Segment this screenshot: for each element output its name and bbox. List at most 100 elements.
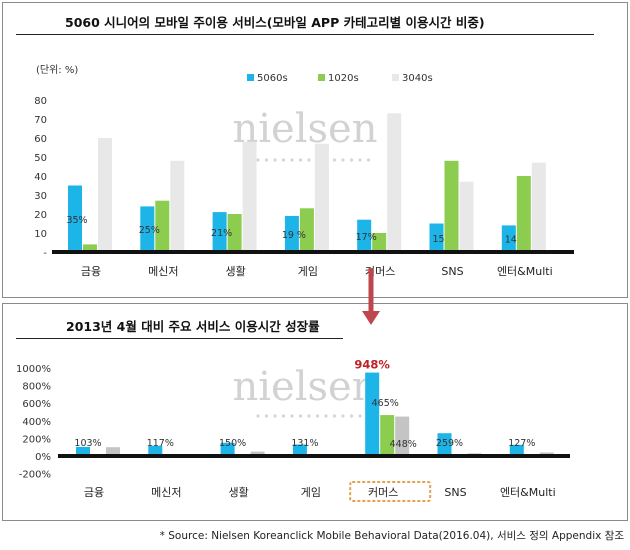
connector-arrow-shaft bbox=[368, 268, 374, 312]
bar-1020s-3 bbox=[299, 208, 314, 252]
watermark-dot bbox=[341, 158, 345, 162]
growth-data-label: 131% bbox=[291, 438, 318, 449]
growth-bar-0-3 bbox=[292, 444, 307, 456]
bar-1020s-4 bbox=[372, 233, 387, 252]
data-label: 21% bbox=[211, 228, 232, 239]
data-label: 25% bbox=[139, 225, 160, 236]
highlight-frame bbox=[349, 481, 432, 502]
bar-5060s-6 bbox=[501, 225, 516, 252]
y-tick-label: 200% bbox=[22, 434, 51, 445]
y-tick-label: 60 bbox=[34, 134, 47, 145]
unit-label: (단위: %) bbox=[36, 63, 78, 76]
watermark-dot bbox=[290, 158, 294, 162]
watermark-dot bbox=[256, 414, 260, 418]
connector-arrow-head bbox=[362, 311, 380, 325]
bar-3040s-4 bbox=[387, 113, 402, 252]
y-tick-label: 50 bbox=[34, 153, 47, 164]
y-tick-label: - bbox=[43, 248, 47, 259]
growth-bar-0-4 bbox=[365, 372, 380, 456]
x-tick-label: 메신저 bbox=[148, 265, 178, 278]
y-tick-label: 40 bbox=[34, 172, 47, 183]
watermark-dot bbox=[256, 158, 260, 162]
growth-bar-2-0 bbox=[106, 447, 120, 456]
bar-1020s-6 bbox=[516, 176, 531, 252]
y-tick-label: 20 bbox=[34, 210, 47, 221]
growth-bar-2-4 bbox=[395, 416, 410, 456]
data-label: 14 bbox=[505, 235, 517, 246]
growth-extra-label: 448% bbox=[390, 439, 417, 450]
legend-label-5060s: 5060s bbox=[257, 73, 288, 84]
data-label: 15 bbox=[432, 234, 444, 245]
watermark-dot bbox=[332, 158, 337, 162]
x-axis-baseline-2 bbox=[58, 454, 570, 458]
x-tick-label: 금융 bbox=[84, 486, 104, 499]
x-tick-label: 엔터&Multi bbox=[500, 486, 556, 499]
chart2-title-underline bbox=[16, 338, 343, 339]
bar-1020s-1 bbox=[155, 200, 170, 252]
x-axis-baseline bbox=[52, 250, 574, 254]
growth-data-label: 259% bbox=[436, 438, 463, 449]
data-label: 19 % bbox=[282, 230, 306, 241]
growth-data-label: 103% bbox=[74, 438, 101, 449]
y-tick-label: 30 bbox=[34, 191, 47, 202]
y-tick-label: -200% bbox=[19, 470, 51, 481]
x-tick-label: 메신저 bbox=[151, 486, 181, 499]
growth-bar-2-2 bbox=[250, 451, 265, 456]
watermark-dot bbox=[341, 414, 345, 418]
watermark-dot bbox=[298, 414, 303, 418]
legend-swatch-1020s bbox=[318, 74, 325, 81]
x-tick-label: SNS bbox=[444, 486, 466, 499]
y-tick-label: 1000% bbox=[16, 364, 51, 375]
y-tick-label: 80 bbox=[34, 96, 47, 107]
growth-extra-label: 465% bbox=[372, 398, 399, 409]
x-tick-label: 엔터&Multi bbox=[497, 265, 553, 278]
watermark-dot bbox=[264, 414, 269, 418]
legend-label-1020s: 1020s bbox=[328, 73, 359, 84]
bar-1020s-0 bbox=[83, 244, 97, 252]
bar-5060s-5 bbox=[429, 223, 444, 252]
bar-5060s-4 bbox=[357, 219, 372, 252]
growth-bar-1-4 bbox=[380, 415, 395, 456]
watermark-dot bbox=[358, 414, 362, 418]
watermark-dot bbox=[298, 158, 303, 162]
watermark-dot bbox=[290, 414, 294, 418]
x-tick-label: SNS bbox=[441, 265, 463, 278]
watermark-dot bbox=[358, 158, 362, 162]
growth-bar-0-6 bbox=[509, 444, 524, 456]
watermark-dot bbox=[307, 158, 311, 162]
source-footnote: * Source: Nielsen Koreanclick Mobile Beh… bbox=[159, 530, 624, 542]
bar-5060s-2 bbox=[212, 212, 227, 252]
watermark-dot bbox=[315, 414, 320, 418]
growth-bar-0-1 bbox=[148, 445, 163, 456]
growth-data-label: 127% bbox=[508, 438, 535, 449]
watermark-dot bbox=[349, 414, 354, 418]
bar-1020s-5 bbox=[444, 160, 459, 252]
chart1-title: 5060 시니어의 모바일 주이용 서비스(모바일 APP 카테고리별 이용시간… bbox=[65, 15, 485, 30]
growth-highlight-label: 948% bbox=[354, 358, 390, 372]
bar-3040s-2 bbox=[242, 141, 257, 252]
y-tick-label: 70 bbox=[34, 115, 47, 126]
x-tick-label: 게임 bbox=[298, 265, 318, 278]
watermark-dot bbox=[281, 414, 286, 418]
watermark-dot bbox=[332, 414, 337, 418]
data-label: 17% bbox=[356, 232, 377, 243]
y-tick-label: 10 bbox=[34, 229, 47, 240]
watermark-dot bbox=[273, 414, 277, 418]
bar-3040s-6 bbox=[531, 162, 546, 252]
bar-5060s-3 bbox=[284, 215, 299, 252]
watermark-dot bbox=[324, 414, 328, 418]
growth-bar-0-2 bbox=[220, 442, 235, 456]
x-tick-label: 게임 bbox=[301, 486, 321, 499]
data-label: 35% bbox=[66, 215, 87, 226]
watermark-dot bbox=[264, 158, 269, 162]
bar-5060s-0 bbox=[68, 185, 82, 252]
x-tick-label: 생활 bbox=[225, 264, 245, 278]
legend-swatch-5060s bbox=[247, 74, 254, 81]
bar-3040s-1 bbox=[170, 160, 185, 252]
legend-swatch-3040s bbox=[392, 74, 399, 81]
watermark-dot bbox=[273, 158, 277, 162]
growth-data-label: 150% bbox=[219, 438, 246, 449]
y-tick-label: 600% bbox=[22, 399, 51, 410]
growth-bar-0-0 bbox=[76, 446, 90, 456]
watermark-text-2: nielsen bbox=[233, 364, 378, 410]
